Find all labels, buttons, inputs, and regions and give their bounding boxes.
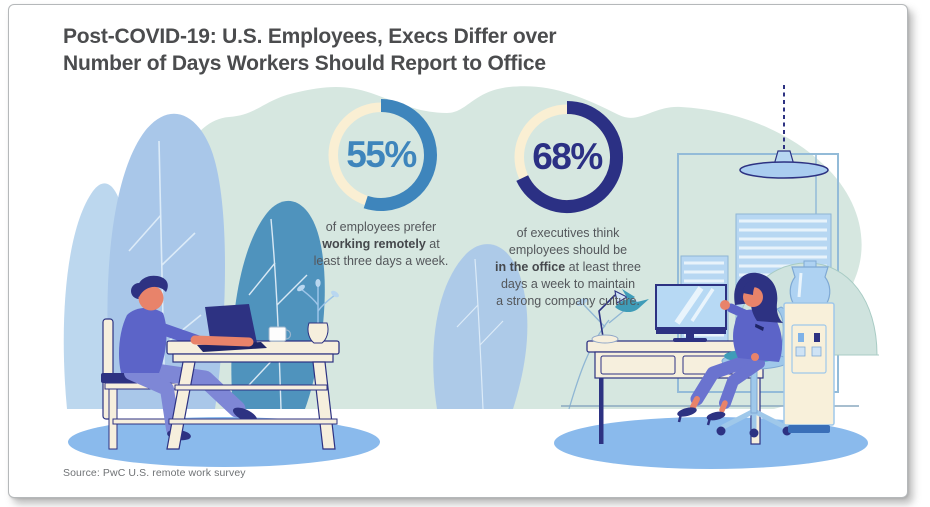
donut-percent-label: 55% [346, 134, 417, 175]
page-title: Post-COVID-19: U.S. Employees, Execs Dif… [63, 23, 557, 78]
title-line-2: Number of Days Workers Should Report to … [63, 52, 546, 76]
source-attribution: Source: PwC U.S. remote work survey [63, 467, 246, 479]
donut-chart-executives: 68% [505, 95, 629, 219]
donut-percent-label: 68% [532, 136, 603, 177]
infographic-card: Post-COVID-19: U.S. Employees, Execs Dif… [8, 4, 908, 498]
ground-shadow-left [68, 417, 380, 467]
pendant-lamp [739, 85, 829, 179]
title-line-1: Post-COVID-19: U.S. Employees, Execs Dif… [63, 25, 557, 48]
plant-vase [297, 279, 339, 344]
bird [615, 289, 649, 313]
caption-employees: of employees prefer working remotely at le… [313, 220, 449, 268]
typing-forearm [190, 335, 254, 347]
donut-arc [516, 101, 623, 213]
remote-worker-figure [119, 275, 258, 441]
donut-arc [363, 99, 437, 211]
water-cooler [783, 260, 835, 433]
caption-executives: of executives think employees should be in… [495, 226, 641, 308]
computer-monitor [655, 284, 727, 342]
illustration [63, 85, 879, 469]
office-worker-figure [677, 272, 783, 426]
coffee-cup [268, 326, 292, 342]
desk-lamp [591, 290, 629, 344]
donut-chart-employees: 55% [319, 93, 443, 217]
